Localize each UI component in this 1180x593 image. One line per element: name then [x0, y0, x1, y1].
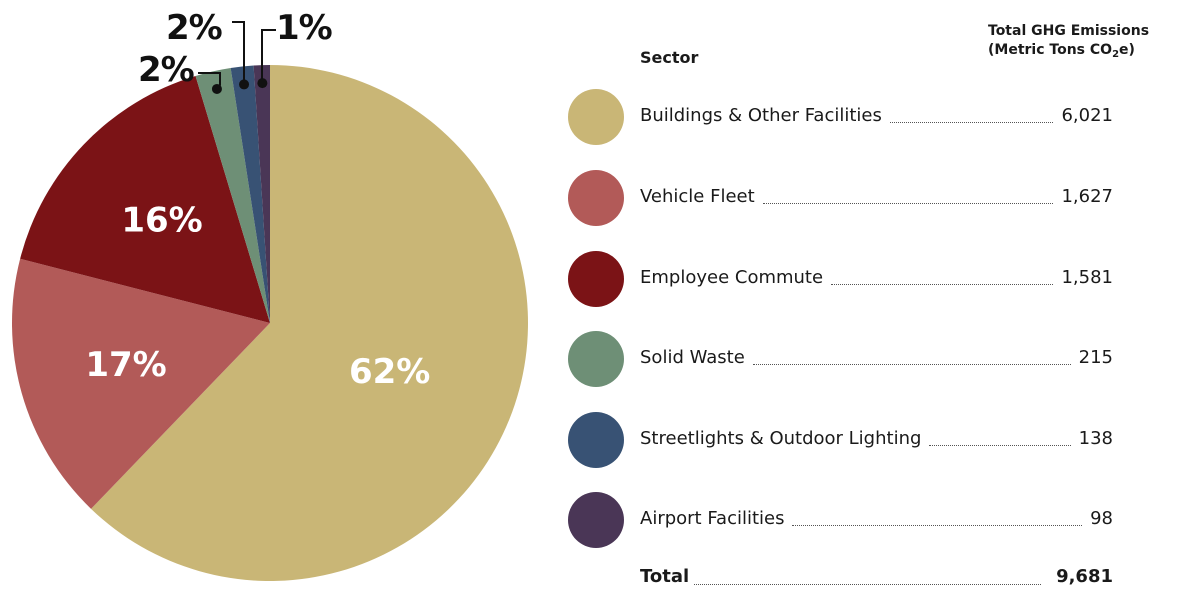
pie-slice-vehicle-fleet	[11, 258, 270, 509]
legend-value-employee-commute: 1,581	[1061, 267, 1113, 288]
legend-swatch-airport	[568, 492, 624, 548]
legend-row-employee-commute: Employee Commute 1,581	[568, 251, 1113, 307]
legend-leader-vehicle-fleet	[762, 203, 1054, 204]
legend-row-streetlights: Streetlights & Outdoor Lighting 138	[568, 412, 1113, 468]
legend: Sector Total GHG Emissions (Metric Tons …	[560, 0, 1180, 593]
legend-swatch-solid-waste	[568, 331, 624, 387]
legend-value-solid-waste: 215	[1078, 347, 1113, 368]
total-emissions-header: Total GHG Emissions (Metric Tons CO2e)	[988, 22, 1149, 64]
legend-row-vehicle-fleet: Vehicle Fleet 1,627	[568, 170, 1113, 226]
total-leader	[694, 584, 1041, 585]
total-header-line2-post: e)	[1119, 42, 1135, 58]
pie-slice-buildings	[91, 65, 529, 581]
legend-leader-streetlights	[929, 445, 1071, 446]
legend-row-solid-waste: Solid Waste 215	[568, 331, 1113, 387]
total-row: Total 9,681	[568, 566, 1113, 590]
slice-label-employee-commute: 16%	[121, 200, 202, 240]
legend-value-airport: 98	[1090, 508, 1113, 529]
legend-label-employee-commute: Employee Commute	[640, 267, 824, 288]
callout-label-solid-waste: 2%	[138, 50, 195, 90]
callout-dot-airport	[257, 78, 268, 89]
legend-value-streetlights: 138	[1078, 428, 1113, 449]
total-header-line2-pre: (Metric Tons CO	[988, 42, 1113, 58]
legend-label-vehicle-fleet: Vehicle Fleet	[640, 186, 755, 207]
callout-dot-streetlights	[239, 79, 250, 90]
legend-leader-buildings	[889, 122, 1054, 123]
pie-slice-streetlights	[230, 65, 270, 324]
legend-value-buildings: 6,021	[1061, 105, 1113, 126]
legend-label-buildings: Buildings & Other Facilities	[640, 105, 882, 126]
legend-swatch-employee-commute	[568, 251, 624, 307]
callout-label-airport: 1%	[276, 8, 333, 48]
sector-header: Sector	[640, 48, 699, 67]
legend-swatch-vehicle-fleet	[568, 170, 624, 226]
total-header-line1: Total GHG Emissions	[988, 23, 1150, 39]
total-value: 9,681	[1056, 566, 1113, 587]
callout-dot-solid-waste	[211, 83, 222, 94]
legend-row-airport: Airport Facilities 98	[568, 492, 1113, 548]
legend-label-solid-waste: Solid Waste	[640, 347, 745, 368]
total-label: Total	[640, 566, 690, 587]
legend-value-vehicle-fleet: 1,627	[1061, 186, 1113, 207]
legend-row-buildings: Buildings & Other Facilities 6,021	[568, 89, 1113, 145]
slice-label-buildings: 62%	[349, 352, 430, 392]
legend-swatch-buildings	[568, 89, 624, 145]
legend-leader-solid-waste	[752, 364, 1071, 365]
total-header-sub: 2	[1112, 49, 1120, 60]
legend-leader-employee-commute	[831, 284, 1054, 285]
pie-slice-solid-waste	[195, 68, 270, 324]
legend-swatch-streetlights	[568, 412, 624, 468]
pie-slice-employee-commute	[20, 75, 270, 323]
slice-label-vehicle-fleet: 17%	[85, 345, 166, 385]
legend-label-streetlights: Streetlights & Outdoor Lighting	[640, 428, 922, 449]
pie-slice-airport	[253, 65, 270, 323]
pie-chart: 62% 17% 16%	[11, 21, 529, 581]
legend-leader-airport	[792, 525, 1083, 526]
callout-label-streetlights: 2%	[166, 8, 223, 48]
legend-label-airport: Airport Facilities	[640, 508, 785, 529]
